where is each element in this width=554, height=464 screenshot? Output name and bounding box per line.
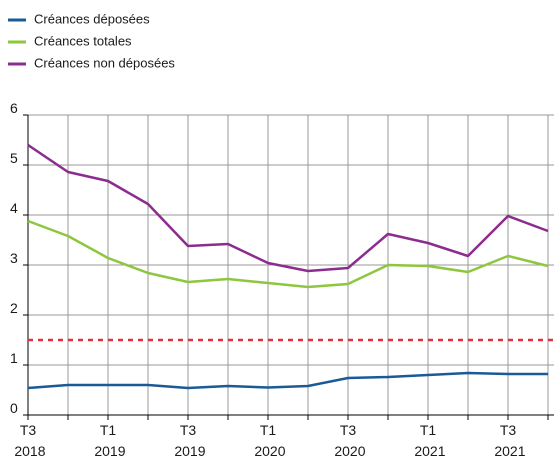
x-tick-label: T3 2018	[10, 422, 45, 459]
legend-label: Créances déposées	[34, 11, 150, 26]
x-tick-label: T3 2021	[490, 422, 525, 459]
x-tick-label: T3 2019	[170, 422, 205, 459]
y-tick-label: 3	[10, 250, 18, 266]
y-tick-label: 0	[10, 400, 18, 416]
y-tick-label: 1	[10, 350, 18, 366]
y-tick-label: 4	[10, 200, 18, 216]
legend-label: Créances totales	[34, 33, 132, 48]
x-tick-label: T1 2021	[410, 422, 445, 459]
x-tick-label: T1 2020	[250, 422, 285, 459]
y-tick-label: 2	[10, 300, 18, 316]
data-line	[27, 371, 548, 390]
data-line	[27, 143, 549, 273]
x-tick-label: T1 2019	[90, 422, 125, 459]
y-tick-label: 5	[10, 150, 18, 166]
y-tick-label: 6	[10, 100, 18, 116]
data-line	[27, 219, 549, 289]
x-tick-label: T3 2020	[330, 422, 365, 459]
legend-label: Créances non déposées	[34, 55, 175, 70]
